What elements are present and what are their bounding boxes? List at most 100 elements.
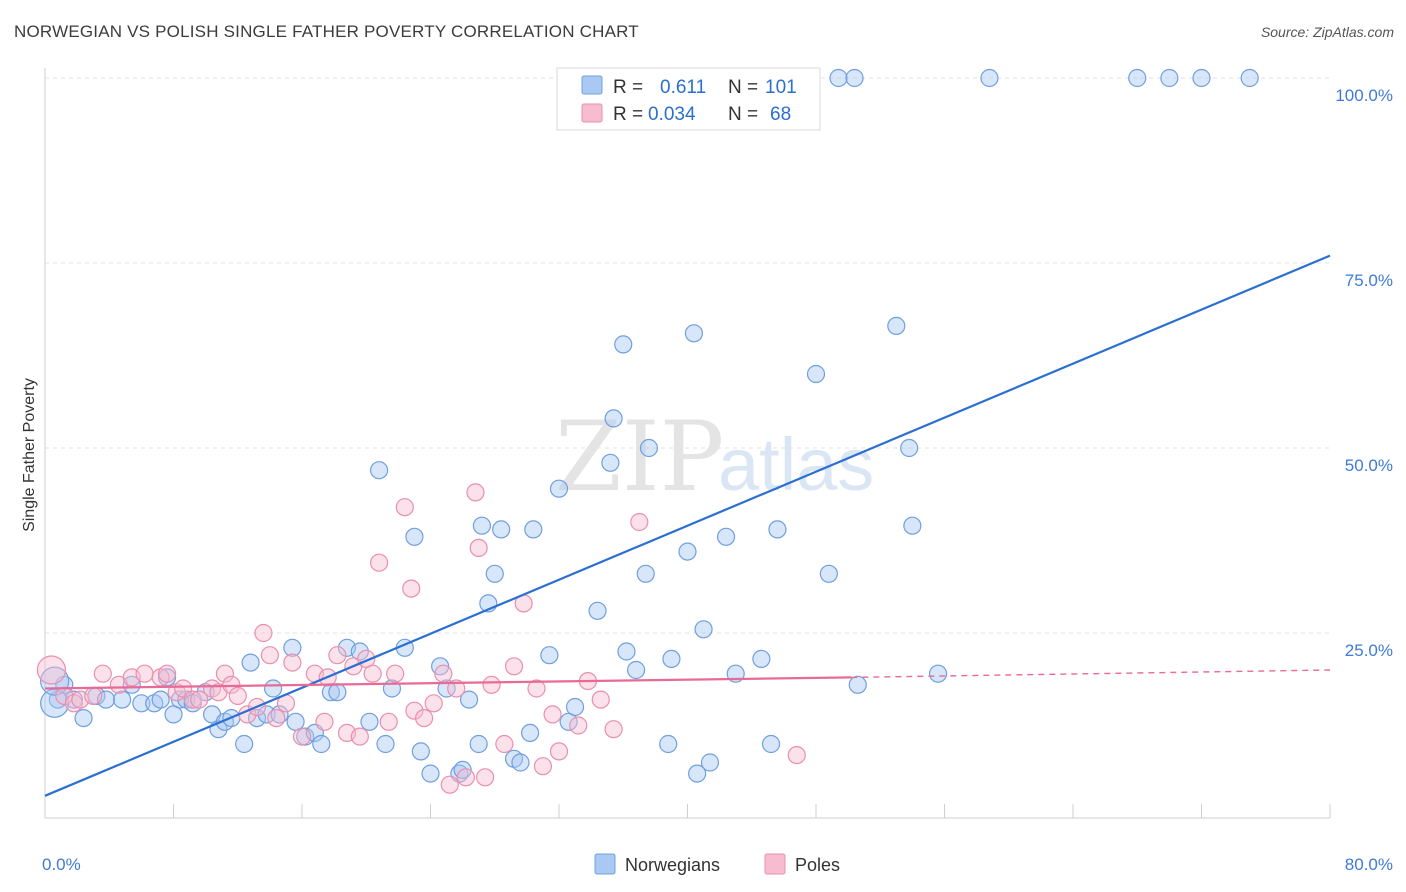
y-tick-label-1: 50.0% [1345, 456, 1393, 475]
norwegians-point-77 [716, 527, 736, 546]
poles-point-16 [215, 664, 234, 683]
norwegians-point-89 [903, 516, 922, 535]
norwegians-point-80 [761, 734, 781, 754]
norwegians-point-64 [604, 409, 623, 428]
norwegians-point-48 [459, 690, 479, 709]
norwegians-point-69 [639, 438, 659, 458]
norwegians-point-94 [1192, 68, 1211, 88]
norwegians-point-53 [492, 520, 511, 539]
poles-point-63 [630, 512, 649, 532]
norwegians-point-58 [540, 646, 559, 665]
norwegians-point-10 [151, 690, 170, 709]
norwegians-point-45 [437, 679, 456, 698]
norwegians-point-84 [829, 68, 848, 88]
zipatlas-watermark: ZIP atlas [555, 401, 874, 513]
poles-point-56 [533, 757, 553, 776]
norwegians-point-87 [887, 316, 906, 335]
norwegians-point-81 [768, 520, 787, 539]
stats-legend: R = 0.611 N = 101 R = 0.034 N = 68 [556, 67, 821, 131]
norwegians-point-25 [263, 679, 283, 698]
series-label-norwegians: Norwegians [625, 855, 720, 875]
norwegians-point-65 [614, 335, 633, 354]
poles-point-26 [292, 727, 312, 746]
poles-point-50 [476, 768, 495, 787]
poles-point-13 [190, 690, 209, 709]
norwegians-point-22 [241, 653, 260, 672]
norwegians-point-7 [122, 675, 141, 694]
poles-trend-line [44, 676, 852, 690]
poles-large-point-0 [36, 655, 67, 685]
poles-point-18 [228, 686, 247, 706]
norwegians-point-21 [235, 734, 254, 754]
poles-point-35 [363, 664, 382, 683]
poles-point-44 [434, 664, 453, 683]
poles-point-57 [543, 705, 562, 724]
y-tick-label-3: 100.0% [1335, 86, 1393, 105]
y-tick-label-0: 25.0% [1345, 641, 1393, 660]
legend-n-label-norwegians: N = [728, 77, 758, 98]
poles-point-47 [456, 768, 475, 787]
norwegians-point-57 [524, 520, 543, 539]
norwegians-point-41 [405, 527, 424, 546]
poles-point-25 [283, 653, 302, 672]
chart-title: NORWEGIAN VS POLISH SINGLE FATHER POVERT… [14, 22, 639, 41]
norwegians-point-61 [565, 697, 585, 717]
poles-point-43 [424, 694, 443, 713]
poles-point-23 [267, 708, 286, 728]
poles-point-46 [447, 679, 466, 698]
norwegians-point-82 [806, 364, 826, 384]
legend-r-value-poles: 0.034 [648, 104, 696, 125]
norwegians-point-86 [848, 675, 867, 694]
norwegians-point-33 [328, 683, 347, 702]
poles-trend-extension [851, 669, 1331, 679]
poles-point-55 [527, 679, 546, 698]
norwegians-point-67 [626, 660, 646, 680]
poles-point-41 [405, 701, 424, 720]
norwegians-point-92 [1128, 68, 1147, 88]
poles-point-38 [386, 664, 405, 683]
series-label-poles: Poles [795, 855, 840, 875]
norwegians-point-71 [662, 649, 681, 669]
poles-point-59 [569, 716, 588, 735]
norwegians-point-95 [1240, 68, 1259, 88]
norwegians-point-85 [845, 68, 864, 88]
norwegians-point-59 [549, 479, 569, 498]
norwegians-point-90 [928, 664, 948, 683]
legend-r-label-norwegians: R = [613, 77, 643, 98]
norwegians-point-79 [752, 649, 771, 669]
norwegians-point-73 [684, 324, 704, 343]
poles-point-30 [328, 646, 347, 665]
poles-point-58 [549, 742, 569, 761]
norwegians-point-68 [636, 564, 655, 583]
poles-point-45 [440, 775, 459, 794]
poles-point-12 [183, 690, 202, 709]
poles-point-22 [260, 646, 279, 665]
series-legend: Norwegians Poles [594, 853, 840, 875]
norwegians-point-91 [980, 68, 999, 88]
norwegians-point-49 [469, 734, 488, 754]
trend-lines [44, 254, 1331, 797]
poles-point-52 [495, 734, 514, 754]
norwegians-point-8 [132, 694, 151, 713]
norwegians-point-56 [520, 723, 540, 743]
poles-point-7 [135, 664, 154, 683]
source-credit: Source: ZipAtlas.com [1260, 24, 1394, 40]
legend-r-value-norwegians: 0.611 [660, 77, 706, 98]
norwegians-point-70 [659, 734, 678, 754]
poles-point-9 [157, 664, 177, 683]
norwegians-point-75 [694, 620, 713, 639]
norwegians-point-62 [588, 601, 607, 620]
poles-point-64 [787, 745, 806, 765]
norwegians-point-93 [1160, 68, 1179, 88]
poles-point-4 [93, 664, 112, 683]
norwegians-point-38 [376, 734, 395, 754]
y-axis-label: Single Father Poverty [21, 378, 38, 532]
poles-point-36 [370, 553, 389, 572]
poles-point-40 [402, 579, 421, 598]
poles-point-61 [591, 690, 610, 709]
poles-point-62 [604, 720, 623, 739]
norwegians-point-31 [312, 734, 331, 754]
x-tick-labels: 0.0% 80.0% [42, 855, 1393, 874]
series-swatch-norwegians [594, 853, 616, 875]
